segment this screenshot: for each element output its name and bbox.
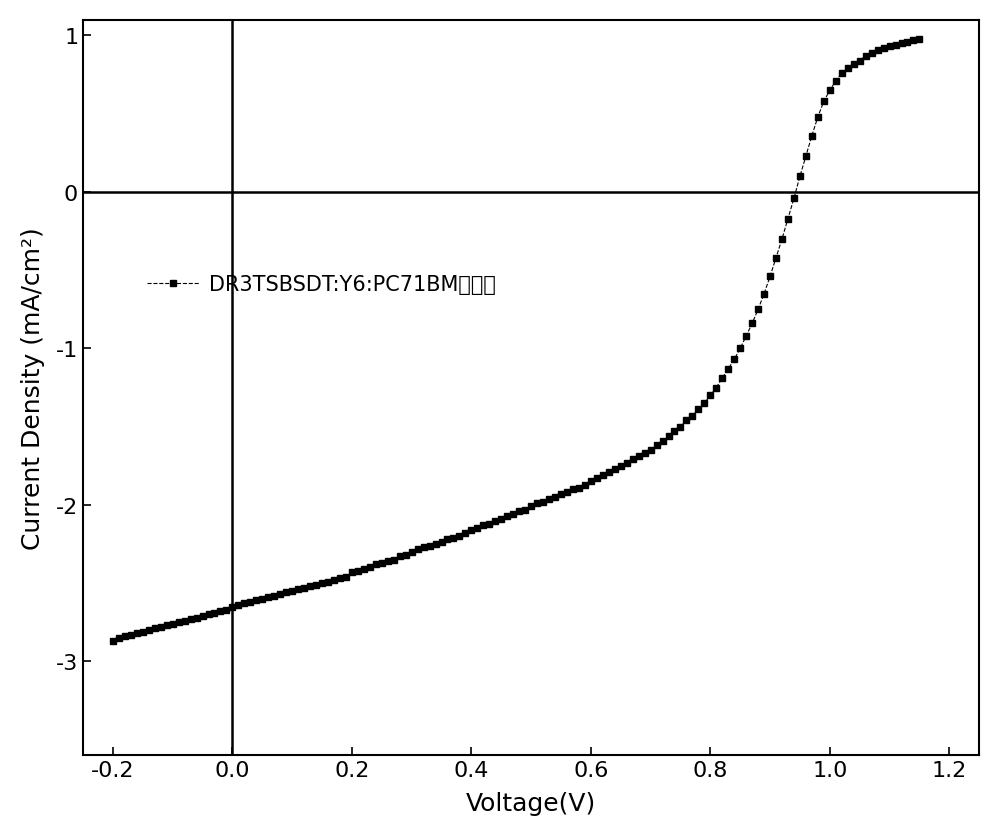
DR3TSBSDT:Y6:PC71BM未处理: [770, 253, 782, 263]
DR3TSBSDT:Y6:PC71BM未处理: [203, 609, 215, 619]
DR3TSBSDT:Y6:PC71BM未处理: [107, 636, 119, 646]
DR3TSBSDT:Y6:PC71BM未处理: [418, 543, 430, 553]
DR3TSBSDT:Y6:PC71BM未处理: [866, 48, 878, 59]
Line: DR3TSBSDT:Y6:PC71BM未处理: DR3TSBSDT:Y6:PC71BM未处理: [109, 36, 923, 645]
DR3TSBSDT:Y6:PC71BM未处理: [758, 289, 770, 299]
DR3TSBSDT:Y6:PC71BM未处理: [913, 34, 925, 44]
Y-axis label: Current Density (mA/cm²): Current Density (mA/cm²): [21, 227, 45, 549]
X-axis label: Voltage(V): Voltage(V): [466, 791, 596, 815]
Legend: DR3TSBSDT:Y6:PC71BM未处理: DR3TSBSDT:Y6:PC71BM未处理: [138, 266, 504, 303]
DR3TSBSDT:Y6:PC71BM未处理: [764, 272, 776, 282]
